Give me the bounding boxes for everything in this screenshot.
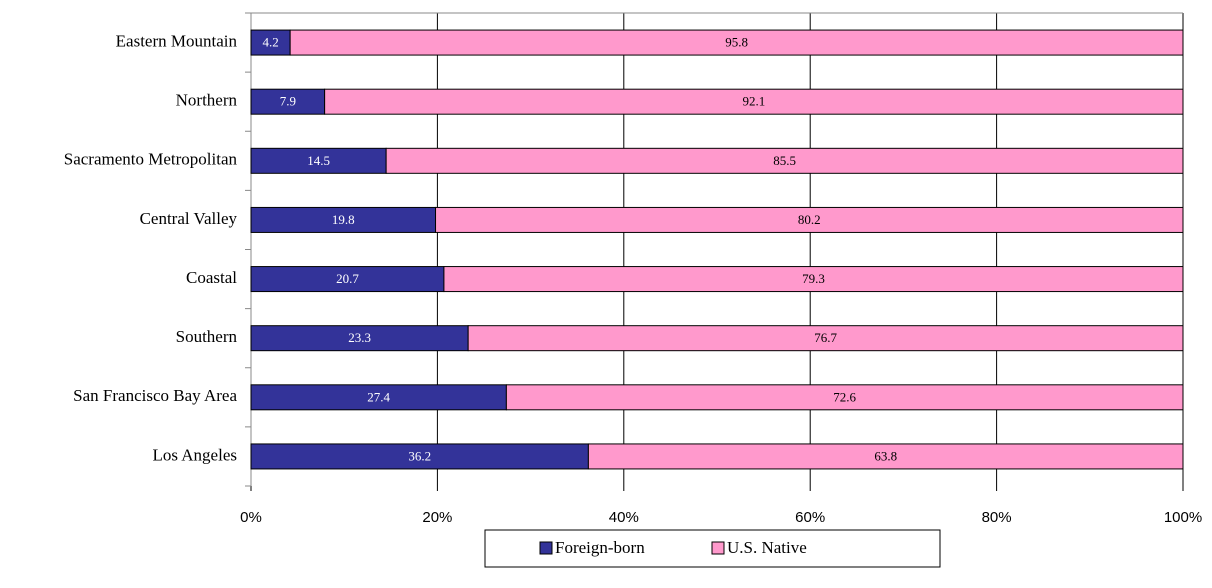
bar-segment [324,88,1184,115]
y-tick-label: Eastern Mountain [116,31,238,50]
bar-segment [250,147,387,174]
data-label: 76.7 [814,330,837,345]
data-label: 92.1 [742,94,765,109]
data-label: 85.5 [773,153,796,168]
y-tick-label: Central Valley [140,209,238,228]
bar-segment [505,384,1184,411]
y-tick-label: San Francisco Bay Area [73,386,237,405]
bar-segment [385,147,1184,174]
legend-swatch [539,541,553,555]
data-label: 79.3 [802,271,825,286]
x-tick-label: 40% [609,509,639,526]
data-label: 19.8 [332,212,355,227]
legend-label: U.S. Native [727,538,807,557]
y-tick-label: Coastal [186,268,237,287]
data-label: 72.6 [833,389,856,404]
data-label: 36.2 [408,448,431,463]
data-label: 63.8 [874,448,897,463]
bar-segment [250,325,469,352]
data-label: 27.4 [367,389,390,404]
bar-segment [587,443,1184,470]
data-label: 80.2 [798,212,821,227]
data-label: 23.3 [348,330,371,345]
x-tick-label: 80% [982,509,1012,526]
bar-segment [289,29,1184,56]
legend-swatch [711,541,725,555]
y-tick-label: Southern [176,327,238,346]
data-label: 4.2 [262,35,278,50]
x-tick-label: 100% [1164,509,1202,526]
bar-segment [435,206,1184,233]
bar-segment [250,206,437,233]
bar-segment [443,266,1184,293]
bar-segment [250,384,507,411]
bar-segment [250,266,445,293]
bar-segment [467,325,1184,352]
x-tick-label: 60% [795,509,825,526]
x-tick-label: 0% [240,509,262,526]
data-label: 7.9 [280,94,296,109]
bar-segment [250,443,589,470]
bar-segment [250,88,326,115]
x-tick-label: 20% [422,509,452,526]
y-tick-label: Sacramento Metropolitan [64,150,238,169]
bar-segment [250,29,291,56]
legend-label: Foreign-born [555,538,645,557]
data-label: 14.5 [307,153,330,168]
y-tick-label: Los Angeles [152,445,237,464]
y-tick-label: Northern [176,91,238,110]
data-label: 95.8 [725,35,748,50]
data-label: 20.7 [336,271,359,286]
